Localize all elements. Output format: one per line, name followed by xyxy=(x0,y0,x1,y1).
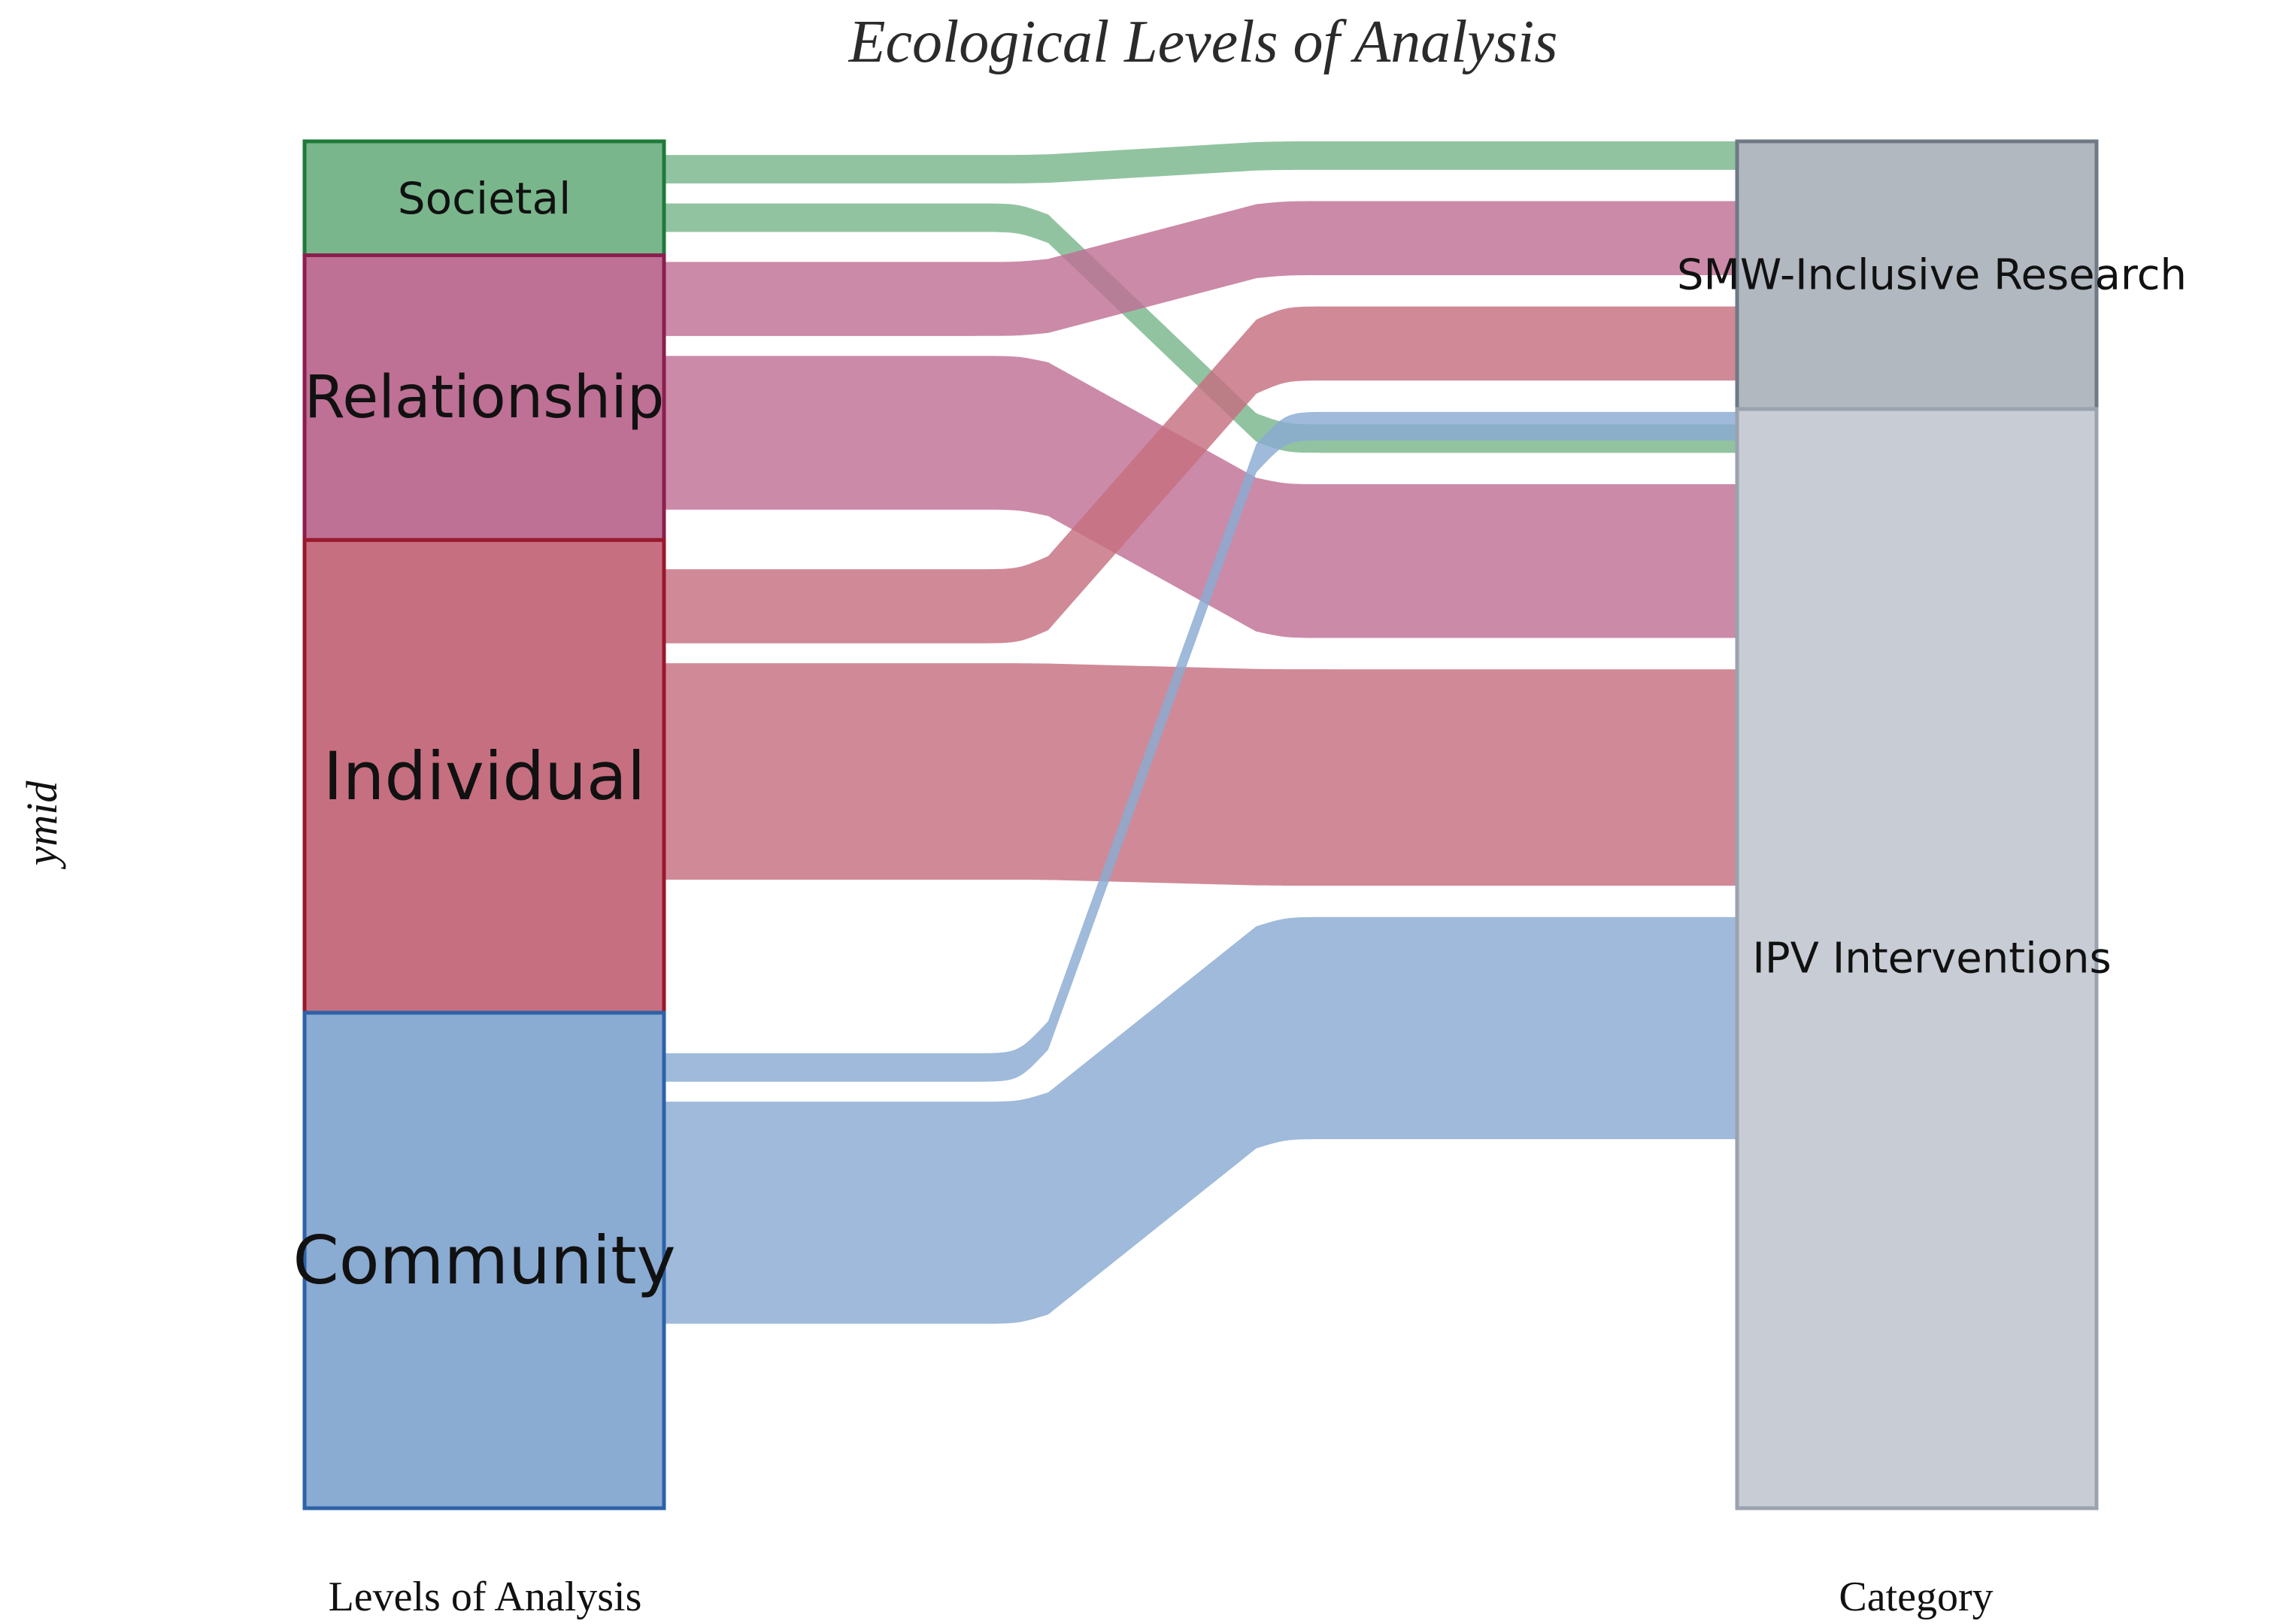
flow-individual-to-ipv-interventions xyxy=(664,663,1737,886)
node-label-smw-inclusive-research: SMW-Inclusive Research xyxy=(1677,251,2187,300)
node-societal xyxy=(302,139,666,257)
flow-societal-to-smw-inclusive-research xyxy=(664,141,1737,184)
chart-title: Ecological Levels of Analysis xyxy=(848,9,1558,75)
axis-label-category: Category xyxy=(1839,1574,1993,1620)
node-ipv-interventions xyxy=(1735,407,2099,1510)
node-label-relationship: Relationship xyxy=(305,364,665,432)
node-label-community: Community xyxy=(293,1222,675,1299)
node-relationship xyxy=(302,253,666,542)
node-label-ipv-interventions: IPV Interventions xyxy=(1752,935,2111,983)
flow-community-to-ipv-interventions xyxy=(664,917,1737,1324)
flow-relationship-to-ipv-interventions xyxy=(664,356,1737,638)
flow-relationship-to-smw-inclusive-research xyxy=(664,201,1737,336)
flow-individual-to-smw-inclusive-research xyxy=(664,306,1737,644)
y-axis-label: ymid xyxy=(17,780,66,870)
flows-layer xyxy=(664,141,1737,1324)
nodes-layer xyxy=(302,139,2099,1510)
node-labels-layer: Societal Relationship Individual Community S… xyxy=(293,173,2187,1299)
node-label-societal: Societal xyxy=(398,173,571,224)
node-smw-inclusive-research xyxy=(1735,139,2099,411)
node-individual xyxy=(302,538,666,1015)
node-label-individual: Individual xyxy=(323,738,646,815)
axis-label-levels: Levels of Analysis xyxy=(329,1574,642,1620)
node-community xyxy=(302,1010,666,1510)
